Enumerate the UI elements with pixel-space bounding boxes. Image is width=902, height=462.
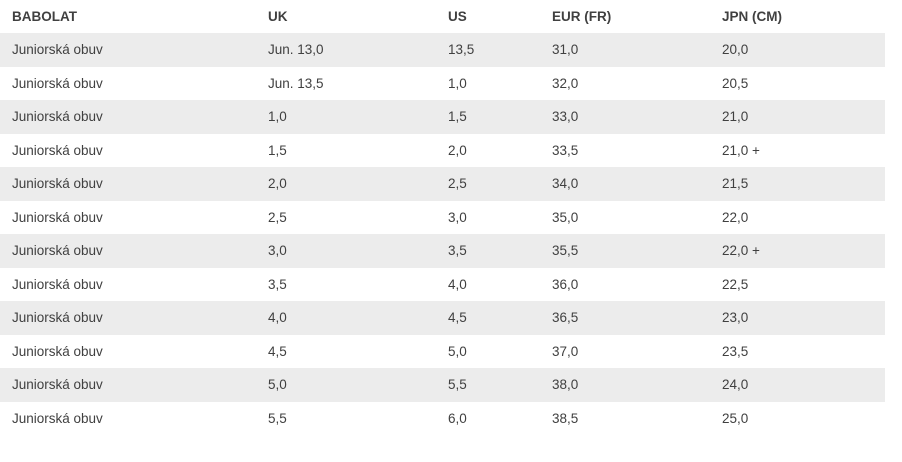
cell: Juniorská obuv <box>12 109 103 125</box>
table-row: Juniorská obuv 1,5 2,0 33,5 21,0 + <box>0 133 885 167</box>
column-header: BABOLAT <box>0 0 268 33</box>
cell: 5,0 <box>448 343 467 359</box>
table-row: Juniorská obuv 4,5 5,0 37,0 23,5 <box>0 334 885 368</box>
column-header: EUR (FR) <box>552 0 722 33</box>
size-chart-table: BABOLAT UK US EUR (FR) JPN (CM) Juniorská ob… <box>0 0 885 435</box>
cell: 5,0 <box>268 377 287 393</box>
cell: Juniorská obuv <box>12 310 103 326</box>
cell: 6,0 <box>448 410 467 426</box>
cell: 2,0 <box>448 142 467 158</box>
cell: 2,0 <box>268 176 287 192</box>
cell: 4,5 <box>448 310 467 326</box>
size-chart-header: BABOLAT UK US EUR (FR) JPN (CM) <box>0 0 885 33</box>
cell: 38,0 <box>552 377 579 393</box>
size-chart-body: Juniorská obuv Jun. 13,0 13,5 31,0 20,0 Junio… <box>0 33 885 435</box>
cell: 1,5 <box>448 109 467 125</box>
cell: 4,0 <box>268 310 287 326</box>
cell: 20,0 <box>722 42 749 58</box>
cell: 22,5 <box>722 276 749 292</box>
cell: 1,0 <box>448 75 467 91</box>
cell: 4,0 <box>448 276 467 292</box>
cell: Juniorská obuv <box>12 243 103 259</box>
cell: 3,0 <box>448 209 467 225</box>
cell: Juniorská obuv <box>12 75 103 91</box>
cell: 23,5 <box>722 343 749 359</box>
cell: 4,5 <box>268 343 287 359</box>
cell: Juniorská obuv <box>12 176 103 192</box>
cell: Juniorská obuv <box>12 377 103 393</box>
table-row: Juniorská obuv 4,0 4,5 36,5 23,0 <box>0 301 885 335</box>
cell: Jun. 13,5 <box>268 75 324 91</box>
cell: 2,5 <box>448 176 467 192</box>
cell: 21,5 <box>722 176 749 192</box>
table-row: Juniorská obuv 3,0 3,5 35,5 22,0 + <box>0 234 885 268</box>
cell: 36,5 <box>552 310 579 326</box>
table-row: Juniorská obuv 1,0 1,5 33,0 21,0 <box>0 100 885 134</box>
cell: 22,0 <box>722 209 749 225</box>
column-header: UK <box>268 0 448 33</box>
cell: 21,0 + <box>722 142 760 158</box>
cell: 21,0 <box>722 109 749 125</box>
cell: 25,0 <box>722 410 749 426</box>
cell: 5,5 <box>268 410 287 426</box>
cell: 32,0 <box>552 75 579 91</box>
table-row: Juniorská obuv 5,0 5,5 38,0 24,0 <box>0 368 885 402</box>
cell: 1,0 <box>268 109 287 125</box>
cell: 24,0 <box>722 377 749 393</box>
cell: 20,5 <box>722 75 749 91</box>
cell: 22,0 + <box>722 243 760 259</box>
cell: Juniorská obuv <box>12 142 103 158</box>
cell: 3,5 <box>268 276 287 292</box>
table-row: Juniorská obuv 2,0 2,5 34,0 21,5 <box>0 167 885 201</box>
cell: 33,0 <box>552 109 579 125</box>
cell: 34,0 <box>552 176 579 192</box>
cell: 5,5 <box>448 377 467 393</box>
table-row: Juniorská obuv Jun. 13,0 13,5 31,0 20,0 <box>0 33 885 67</box>
cell: 35,0 <box>552 209 579 225</box>
table-row: Juniorská obuv 5,5 6,0 38,5 25,0 <box>0 401 885 435</box>
column-header: US <box>448 0 552 33</box>
cell: 23,0 <box>722 310 749 326</box>
cell: Juniorská obuv <box>12 410 103 426</box>
cell: 2,5 <box>268 209 287 225</box>
cell: Juniorská obuv <box>12 209 103 225</box>
table-row: Juniorská obuv Jun. 13,5 1,0 32,0 20,5 <box>0 66 885 100</box>
cell: 36,0 <box>552 276 579 292</box>
table-row: Juniorská obuv 3,5 4,0 36,0 22,5 <box>0 267 885 301</box>
cell: Juniorská obuv <box>12 42 103 58</box>
table-row: Juniorská obuv 2,5 3,0 35,0 22,0 <box>0 200 885 234</box>
cell: 13,5 <box>448 42 475 58</box>
cell: 31,0 <box>552 42 579 58</box>
cell: 33,5 <box>552 142 579 158</box>
cell: 3,5 <box>448 243 467 259</box>
cell: 3,0 <box>268 243 287 259</box>
header-row: BABOLAT UK US EUR (FR) JPN (CM) <box>0 0 885 33</box>
cell: Juniorská obuv <box>12 276 103 292</box>
cell: 1,5 <box>268 142 287 158</box>
column-header: JPN (CM) <box>722 0 885 33</box>
cell: 35,5 <box>552 243 579 259</box>
cell: 37,0 <box>552 343 579 359</box>
cell: Juniorská obuv <box>12 343 103 359</box>
cell: 38,5 <box>552 410 579 426</box>
cell: Jun. 13,0 <box>268 42 324 58</box>
